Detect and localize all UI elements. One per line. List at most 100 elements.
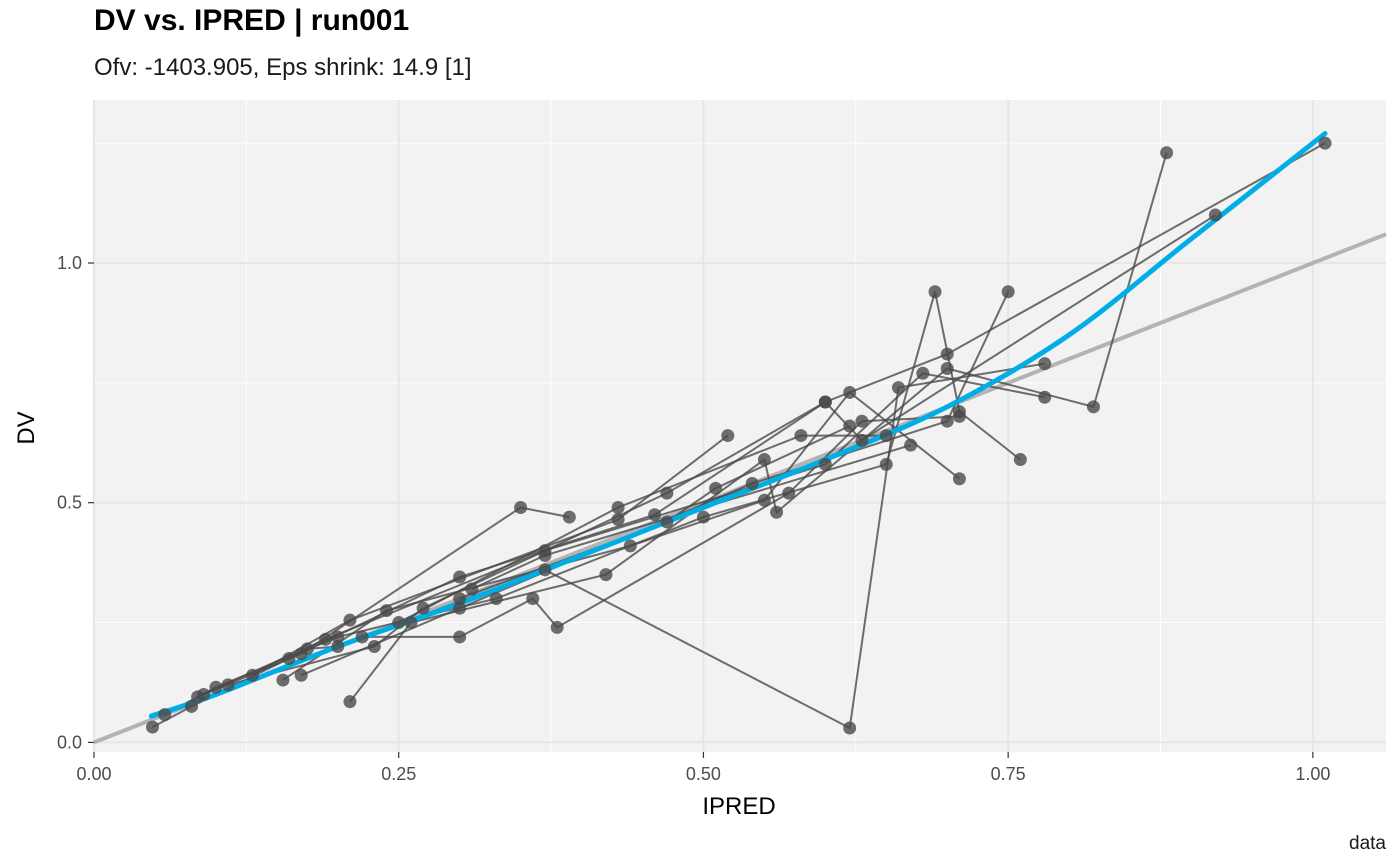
data-point [453,601,467,615]
data-point [343,695,357,709]
data-point [879,457,893,471]
points-layer [146,136,1332,735]
data-point [319,632,333,646]
data-point [538,548,552,562]
minor-gridlines [94,100,1386,752]
individual-line-14 [398,434,887,624]
major-gridlines [93,100,1386,752]
data-point [611,501,625,514]
x-axis-title: IPRED [702,793,775,820]
data-point [514,501,528,514]
individual-line-10 [349,152,1168,703]
data-point [818,395,832,409]
chart-caption: data [1349,833,1386,854]
x-tick-label: 0.75 [991,764,1026,784]
data-point [940,414,954,428]
data-point [158,708,172,722]
data-point [465,582,479,596]
data-point [331,630,345,644]
chart-subtitle: Ofv: -1403.905, Eps shrink: 14.9 [1] [94,54,472,81]
data-point [1318,136,1332,150]
data-point [1208,208,1222,222]
data-point [660,515,674,529]
y-tick-label: 1.0 [57,253,82,273]
x-tick-label: 1.00 [1295,764,1330,784]
data-point [770,505,784,519]
data-point [489,592,503,606]
data-point [757,493,771,507]
data-point [282,652,296,666]
y-axis-title: DV [13,411,40,444]
x-tick-label: 0.25 [381,764,416,784]
data-point [855,433,869,447]
data-point [721,429,735,443]
data-point [623,539,637,553]
data-point [952,409,966,423]
data-point [367,640,381,654]
data-point [940,361,954,375]
chart-title: DV vs. IPRED | run001 [94,4,410,37]
data-point [611,512,625,526]
y-tick-label: 0.0 [57,732,82,752]
data-point [294,668,308,682]
data-point [660,486,674,500]
data-point [185,699,199,713]
data-point [453,592,467,606]
data-point [1086,400,1100,414]
data-point [648,508,662,522]
data-point [843,385,857,399]
data-point [709,481,723,495]
data-point [843,721,857,735]
data-point [818,457,832,471]
data-point [355,630,369,644]
data-point [453,630,467,644]
data-point [1160,146,1174,160]
data-point [526,592,540,606]
data-point [879,429,893,443]
data-point [416,601,430,615]
smooth-curve [148,131,1328,719]
data-point [404,616,418,630]
data-point [392,616,406,630]
data-point [562,510,576,524]
data-point [197,687,211,701]
data-point [940,347,954,361]
data-point [276,673,290,687]
smooth-layer [148,131,1328,719]
data-point [745,477,759,491]
x-tick-label: 0.50 [686,764,721,784]
x-tick-label: 0.00 [76,764,111,784]
x-axis-ticks: 0.00 0.25 0.50 0.75 1.00 [76,752,1330,784]
data-point [300,642,314,656]
data-point [904,438,918,452]
data-point [916,366,930,380]
individual-line-7 [282,390,961,681]
data-point [952,472,966,486]
data-point [453,570,467,584]
data-point [221,678,235,692]
data-point [1038,357,1052,371]
data-point [794,429,808,443]
data-point [1013,453,1027,467]
data-point [843,419,857,433]
data-point [538,563,552,577]
data-point [146,720,160,734]
data-point [1001,285,1015,299]
data-point [891,381,905,395]
y-axis-ticks: 0.0 0.5 1.0 [57,253,94,752]
data-point [331,640,345,654]
data-point [928,285,942,299]
data-point [209,680,223,694]
data-point [757,453,771,467]
data-point [782,486,796,500]
data-point [245,668,259,682]
data-point [1038,390,1052,404]
y-tick-label: 0.5 [57,493,82,513]
data-point [380,604,394,618]
data-point [599,568,613,582]
data-point [550,620,564,634]
data-point [343,613,357,627]
data-point [855,414,869,428]
data-point [696,510,710,524]
